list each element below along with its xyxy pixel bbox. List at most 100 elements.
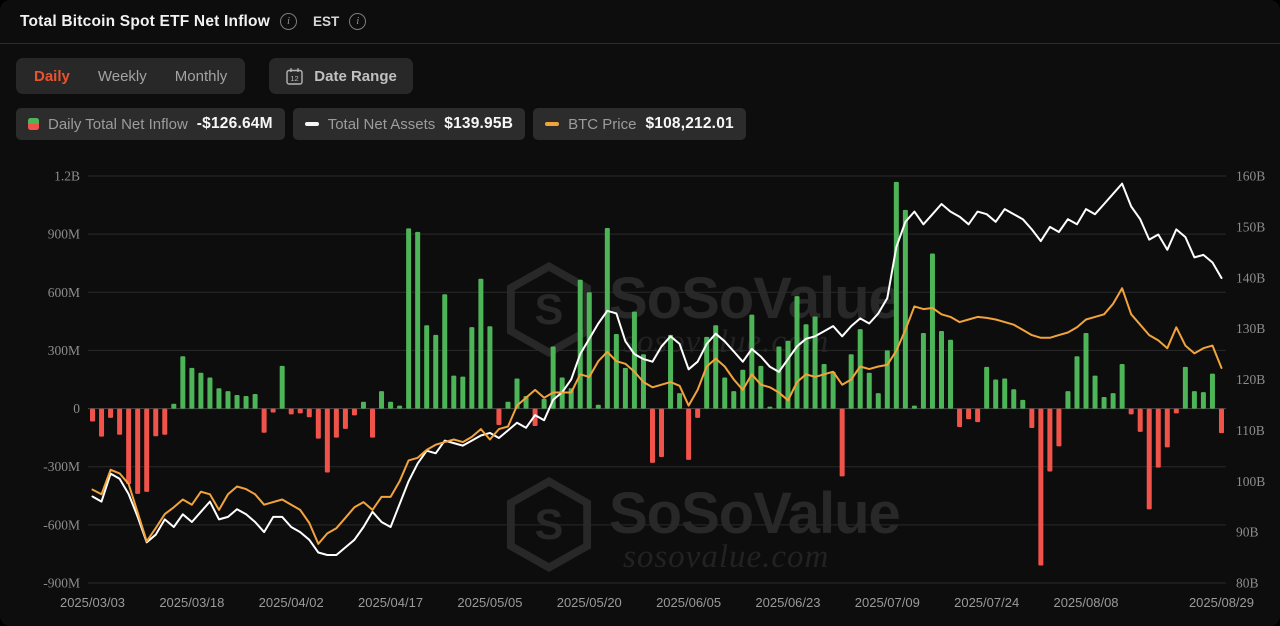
inflow-bar[interactable] [252, 394, 258, 409]
inflow-bar[interactable] [1029, 408, 1035, 428]
inflow-bar[interactable] [487, 326, 493, 409]
inflow-bar[interactable] [360, 401, 366, 409]
inflow-bar[interactable] [234, 395, 240, 409]
tab-daily[interactable]: Daily [34, 67, 70, 85]
inflow-bar[interactable] [604, 227, 610, 409]
inflow-bar[interactable] [514, 378, 520, 409]
inflow-bar[interactable] [135, 408, 141, 494]
inflow-bar[interactable] [984, 366, 990, 409]
inflow-bar[interactable] [370, 408, 375, 438]
inflow-bar[interactable] [920, 332, 926, 409]
inflow-bar[interactable] [1011, 389, 1017, 409]
inflow-bar[interactable] [1119, 363, 1125, 409]
inflow-bar[interactable] [442, 294, 448, 409]
inflow-bar[interactable] [695, 408, 701, 418]
inflow-bar[interactable] [243, 395, 249, 409]
inflow-bar[interactable] [911, 405, 917, 409]
inflow-bar[interactable] [649, 408, 655, 463]
inflow-bar[interactable] [279, 365, 285, 409]
inflow-bar[interactable] [1191, 391, 1197, 409]
inflow-bar[interactable] [866, 372, 872, 409]
inflow-bar[interactable] [731, 391, 737, 409]
inflow-bar[interactable] [749, 314, 755, 409]
inflow-bar[interactable] [225, 391, 231, 409]
btc-price-line[interactable] [91, 287, 1223, 545]
inflow-bar[interactable] [613, 333, 619, 409]
inflow-bar[interactable] [686, 408, 692, 460]
inflow-bar[interactable] [198, 372, 204, 409]
inflow-bar[interactable] [315, 408, 321, 439]
inflow-bar[interactable] [189, 367, 195, 409]
inflow-bar[interactable] [207, 377, 213, 409]
inflow-bar[interactable] [668, 334, 674, 409]
inflow-bar[interactable] [776, 346, 782, 409]
inflow-bar[interactable] [1209, 373, 1215, 409]
inflow-bar[interactable] [424, 325, 430, 409]
inflow-bar[interactable] [857, 329, 863, 409]
inflow-bar[interactable] [586, 292, 592, 409]
inflow-bar[interactable] [595, 404, 601, 409]
inflow-bar[interactable] [1002, 378, 1008, 409]
inflow-bar[interactable] [171, 403, 177, 409]
inflow-bar[interactable] [144, 408, 150, 492]
inflow-bar[interactable] [99, 408, 105, 437]
tab-weekly[interactable]: Weekly [97, 67, 147, 85]
inflow-bar[interactable] [90, 408, 96, 422]
inflow-bar[interactable] [288, 408, 294, 415]
inflow-bar[interactable] [388, 401, 394, 409]
inflow-bar[interactable] [532, 408, 538, 427]
inflow-bar[interactable] [478, 278, 484, 409]
inflow-bar[interactable] [108, 408, 114, 418]
inflow-bar[interactable] [677, 393, 683, 409]
legend-btc-price[interactable]: BTC Price $108,212.01 [533, 108, 746, 140]
inflow-bar[interactable] [1083, 332, 1089, 409]
inflow-bar[interactable] [1173, 408, 1179, 414]
inflow-bar[interactable] [821, 363, 827, 409]
inflow-bar[interactable] [884, 350, 890, 409]
title-info-icon[interactable]: i [279, 13, 297, 30]
inflow-bar[interactable] [794, 296, 800, 409]
inflow-bar[interactable] [948, 339, 954, 409]
inflow-bar[interactable] [812, 316, 818, 409]
tab-monthly[interactable]: Monthly [174, 67, 228, 85]
inflow-bar[interactable] [577, 279, 583, 409]
inflow-bar[interactable] [1146, 408, 1152, 510]
inflow-bar[interactable] [451, 375, 457, 409]
legend-daily-net-inflow[interactable]: Daily Total Net Inflow -$126.64M [16, 108, 285, 140]
inflow-bar[interactable] [939, 331, 944, 409]
inflow-bar[interactable] [722, 377, 728, 409]
inflow-bar[interactable] [162, 408, 168, 435]
inflow-bar[interactable] [839, 408, 845, 477]
inflow-bar[interactable] [1110, 393, 1116, 409]
inflow-bar[interactable] [1056, 408, 1062, 447]
inflow-bar[interactable] [767, 406, 773, 409]
inflow-bar[interactable] [1047, 408, 1053, 472]
date-range-button[interactable]: 12 Date Range [269, 58, 413, 94]
inflow-bar[interactable] [541, 398, 547, 409]
inflow-bar[interactable] [803, 324, 809, 409]
inflow-bar[interactable] [975, 408, 981, 423]
inflow-bar[interactable] [333, 408, 339, 438]
inflow-bar[interactable] [297, 408, 303, 414]
legend-total-net-assets[interactable]: Total Net Assets $139.95B [292, 108, 526, 140]
inflow-bar[interactable] [126, 408, 132, 485]
inflow-bar[interactable] [875, 393, 881, 409]
inflow-bar[interactable] [1182, 366, 1188, 409]
inflow-bar[interactable] [261, 408, 267, 433]
inflow-bar[interactable] [704, 336, 710, 409]
inflow-bar[interactable] [993, 379, 999, 409]
inflow-bar[interactable] [153, 408, 159, 437]
inflow-bar[interactable] [379, 391, 385, 409]
inflow-bar[interactable] [1092, 375, 1098, 409]
inflow-bar[interactable] [351, 408, 357, 416]
inflow-bar[interactable] [433, 334, 439, 409]
inflow-bar[interactable] [460, 376, 466, 409]
inflow-bar[interactable] [1128, 408, 1134, 415]
inflow-bar[interactable] [469, 327, 475, 409]
inflow-bar[interactable] [270, 408, 276, 413]
inflow-bar[interactable] [1065, 391, 1071, 409]
inflow-bar[interactable] [713, 325, 719, 409]
inflow-bar[interactable] [180, 356, 186, 409]
inflow-bar[interactable] [1155, 408, 1161, 468]
